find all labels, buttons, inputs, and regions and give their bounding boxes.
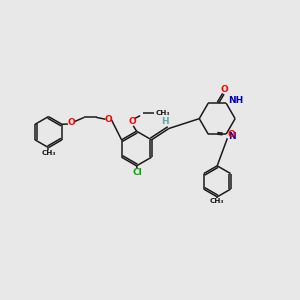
Text: Cl: Cl [132,169,142,178]
Text: H: H [161,117,169,126]
Text: N: N [228,132,235,141]
Text: NH: NH [228,96,243,105]
Text: O: O [68,118,75,127]
Text: O: O [221,85,229,94]
Text: CH₃: CH₃ [41,150,56,156]
Text: CH₃: CH₃ [156,110,170,116]
Text: O: O [228,130,236,139]
Text: O: O [128,117,136,126]
Text: O: O [105,115,112,124]
Text: CH₃: CH₃ [210,198,224,204]
